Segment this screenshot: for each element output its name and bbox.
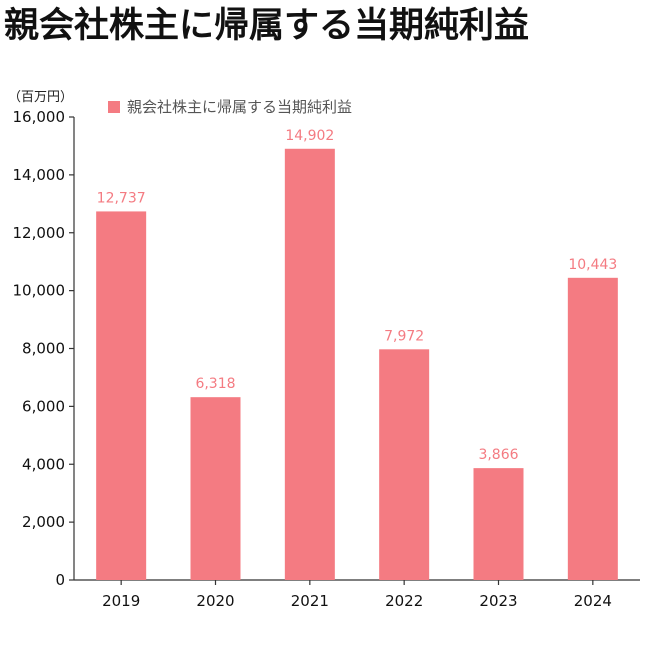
x-tick-label: 2022: [385, 592, 423, 610]
y-tick-label: 0: [55, 571, 65, 589]
y-tick-label: 14,000: [13, 166, 66, 184]
x-tick-label: 2020: [196, 592, 234, 610]
x-tick-label: 2019: [102, 592, 140, 610]
x-tick-label: 2024: [574, 592, 612, 610]
y-tick-label: 2,000: [22, 513, 65, 531]
legend-label: 親会社株主に帰属する当期純利益: [127, 98, 353, 116]
y-tick-label: 16,000: [13, 108, 66, 126]
y-axis-unit-label: （百万円）: [8, 90, 74, 105]
bar: [190, 397, 241, 580]
y-tick-label: 12,000: [13, 224, 66, 242]
y-tick-label: 8,000: [22, 340, 65, 358]
x-tick-label: 2023: [479, 592, 517, 610]
x-tick-label: 2021: [291, 592, 329, 610]
legend-swatch: [108, 100, 120, 113]
data-label: 6,318: [195, 376, 235, 392]
chart-title: 親会社株主に帰属する当期純利益: [4, 6, 530, 46]
bar: [379, 349, 430, 580]
data-label: 10,443: [568, 257, 617, 273]
y-tick-label: 6,000: [22, 397, 65, 415]
bar: [96, 211, 147, 580]
bar: [284, 148, 335, 580]
legend: 親会社株主に帰属する当期純利益: [108, 96, 352, 117]
data-label: 14,902: [285, 128, 334, 144]
data-label: 7,972: [384, 328, 424, 344]
data-label: 12,737: [97, 190, 146, 206]
bar: [567, 277, 618, 580]
bar: [473, 468, 524, 580]
y-tick-label: 4,000: [22, 455, 65, 473]
y-tick-label: 10,000: [13, 282, 66, 300]
data-label: 3,866: [478, 447, 518, 463]
